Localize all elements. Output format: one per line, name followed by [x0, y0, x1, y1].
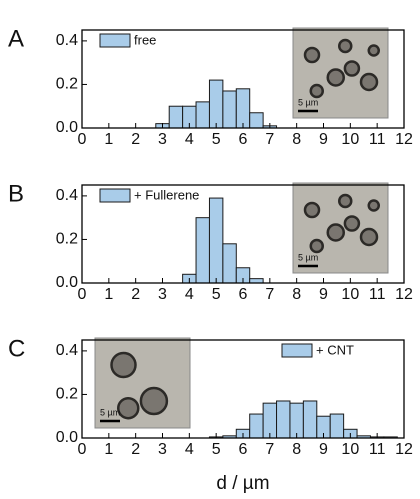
histogram-bar: [195, 217, 210, 284]
x-tick-label: 9: [319, 441, 328, 458]
inset-cell: [338, 38, 353, 54]
histogram-bar: [262, 402, 278, 439]
x-tick-label: 4: [185, 286, 194, 303]
y-tick-label: 0.4: [56, 187, 78, 204]
x-tick-label: 8: [292, 131, 301, 148]
histogram-bar: [289, 402, 304, 439]
inset-cell: [309, 238, 324, 254]
x-tick-label: 6: [239, 286, 248, 303]
inset-image: 5 µm: [94, 337, 191, 429]
inset-cell: [343, 215, 361, 232]
panel-label: B: [8, 180, 24, 207]
histogram-bar: [249, 112, 264, 129]
inset-cell: [338, 193, 353, 209]
inset-cell: [367, 44, 380, 57]
y-tick-label: 0.2: [56, 231, 78, 248]
x-tick-label: 1: [104, 286, 113, 303]
x-tick-label: 2: [131, 131, 140, 148]
x-tick-label: 0: [78, 441, 87, 458]
x-tick-label: 3: [158, 131, 167, 148]
legend-swatch: [281, 343, 313, 358]
histogram-bar: [249, 278, 264, 284]
x-tick-label: 12: [395, 131, 413, 148]
x-tick-label: 11: [369, 131, 386, 148]
inset-image: 5 µm: [292, 27, 389, 119]
x-tick-label: 6: [239, 131, 248, 148]
legend-label: free: [134, 32, 156, 47]
legend-label: + CNT: [316, 342, 354, 357]
inset-cell: [359, 72, 379, 92]
inset-cell: [309, 83, 324, 99]
inset-cell: [343, 60, 361, 77]
legend-label: + Fullerene: [134, 187, 199, 202]
scale-bar-label: 5 µm: [298, 252, 318, 262]
legend-swatch: [99, 33, 131, 48]
inset-cell: [303, 46, 321, 64]
panel-label: C: [8, 335, 25, 362]
x-tick-label: 2: [131, 286, 140, 303]
panel-label: A: [8, 25, 24, 52]
histogram-bar: [302, 400, 318, 439]
x-tick-label: 7: [265, 441, 274, 458]
x-tick-label: 6: [239, 441, 248, 458]
histogram-bar: [276, 400, 291, 439]
x-tick-label: 9: [319, 131, 328, 148]
inset-cell: [117, 396, 140, 420]
inset-cell: [303, 201, 321, 219]
x-tick-label: 5: [212, 441, 221, 458]
scale-bar-label: 5 µm: [298, 97, 318, 107]
x-tick-label: 0: [78, 131, 87, 148]
x-tick-label: 1: [104, 441, 113, 458]
y-tick-label: 0.2: [56, 386, 78, 403]
x-tick-label: 7: [265, 286, 274, 303]
y-tick-label: 0.0: [56, 429, 78, 446]
x-tick-label: 12: [395, 286, 413, 303]
histogram-bar: [168, 105, 184, 129]
x-tick-label: 3: [158, 441, 167, 458]
x-tick-label: 10: [341, 131, 359, 148]
inset-image: 5 µm: [292, 182, 389, 274]
inset-cell: [110, 351, 137, 379]
scale-bar-label: 5 µm: [100, 407, 120, 417]
x-tick-label: 5: [212, 131, 221, 148]
inset-cell: [326, 68, 345, 87]
x-tick-label: 4: [185, 131, 194, 148]
inset-cell: [326, 223, 345, 242]
y-tick-label: 0.2: [56, 76, 78, 93]
x-tick-label: 10: [341, 286, 359, 303]
inset-cell: [367, 199, 380, 212]
x-tick-label: 8: [292, 286, 301, 303]
y-tick-label: 0.4: [56, 32, 78, 49]
x-axis-label: d / µm: [216, 473, 269, 494]
x-tick-label: 4: [185, 441, 194, 458]
x-tick-label: 9: [319, 286, 328, 303]
legend-swatch: [99, 188, 131, 203]
histogram-bar: [208, 79, 224, 129]
histogram-bar: [222, 243, 237, 284]
x-tick-label: 10: [341, 441, 359, 458]
inset-cell: [359, 227, 379, 247]
x-tick-label: 2: [131, 441, 140, 458]
x-tick-label: 1: [104, 131, 113, 148]
histogram-bar: [329, 413, 345, 439]
x-tick-label: 8: [292, 441, 301, 458]
histogram-bar: [249, 413, 264, 439]
x-tick-label: 0: [78, 286, 87, 303]
x-tick-label: 5: [212, 286, 221, 303]
x-tick-label: 11: [369, 441, 386, 458]
inset-cell: [139, 386, 169, 416]
histogram-bar: [208, 197, 224, 284]
histogram-bar: [235, 88, 251, 129]
x-tick-label: 12: [395, 441, 413, 458]
histogram-bar: [195, 101, 210, 129]
histogram-bar: [222, 90, 237, 129]
y-tick-label: 0.0: [56, 274, 78, 291]
x-tick-label: 3: [158, 286, 167, 303]
inset-background: [94, 337, 191, 429]
y-tick-label: 0.4: [56, 342, 78, 359]
y-tick-label: 0.0: [56, 119, 78, 136]
x-tick-label: 7: [265, 131, 274, 148]
x-tick-label: 11: [369, 286, 386, 303]
